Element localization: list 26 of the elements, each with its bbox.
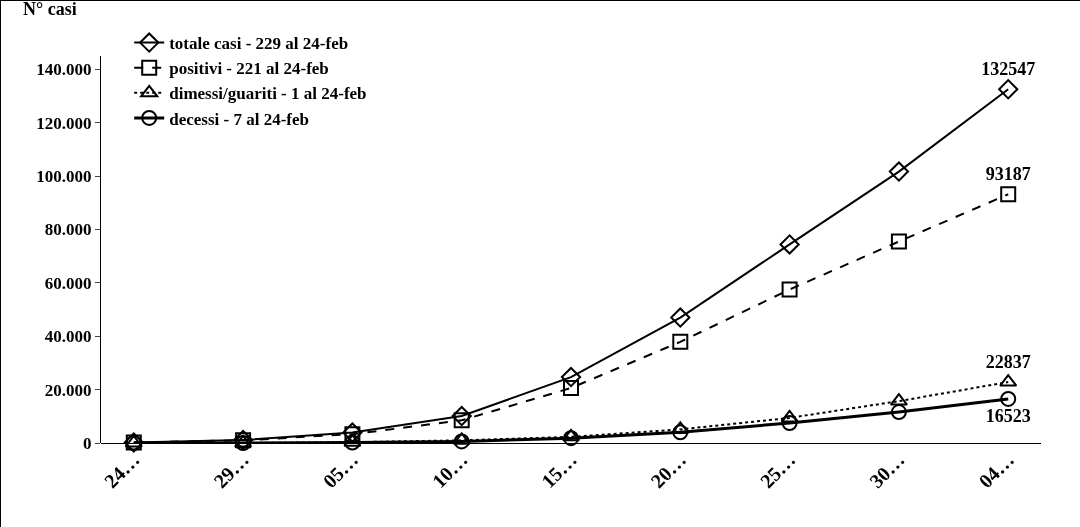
legend-label: decessi - 7 al 24-feb [169,109,309,129]
data-label: 16523 [985,406,1031,427]
data-label: 132547 [981,58,1036,79]
x-tick-label: 05… [318,448,363,493]
y-tick-label: 0 [83,433,92,453]
y-tick-label: 20.000 [44,380,92,400]
y-tick-label: 140.000 [36,60,92,80]
x-tick-label: 10… [427,448,472,493]
y-tick-label: 120.000 [36,113,92,133]
data-label: 93187 [985,164,1031,185]
x-tick-label: 15… [537,448,581,493]
legend-label: positivi - 221 al 24-feb [169,59,329,79]
y-axis-title: N° casi [23,0,77,19]
legend-label: totale casi - 229 al 24-feb [169,34,349,54]
y-tick-label: 60.000 [44,273,92,293]
y-tick-label: 80.000 [44,220,92,240]
x-tick-label: 29… [209,448,253,493]
x-tick-label: 04… [974,448,1019,493]
y-tick-label: 100.000 [36,167,92,187]
data-label: 22837 [985,351,1031,372]
x-tick-label: 20… [646,448,691,493]
x-tick-label: 30… [864,448,909,493]
y-tick-label: 40.000 [44,327,92,347]
legend-label: dimessi/guariti - 1 al 24-feb [169,84,367,104]
x-tick-label: 24… [99,448,144,493]
x-tick-label: 25… [755,448,800,493]
